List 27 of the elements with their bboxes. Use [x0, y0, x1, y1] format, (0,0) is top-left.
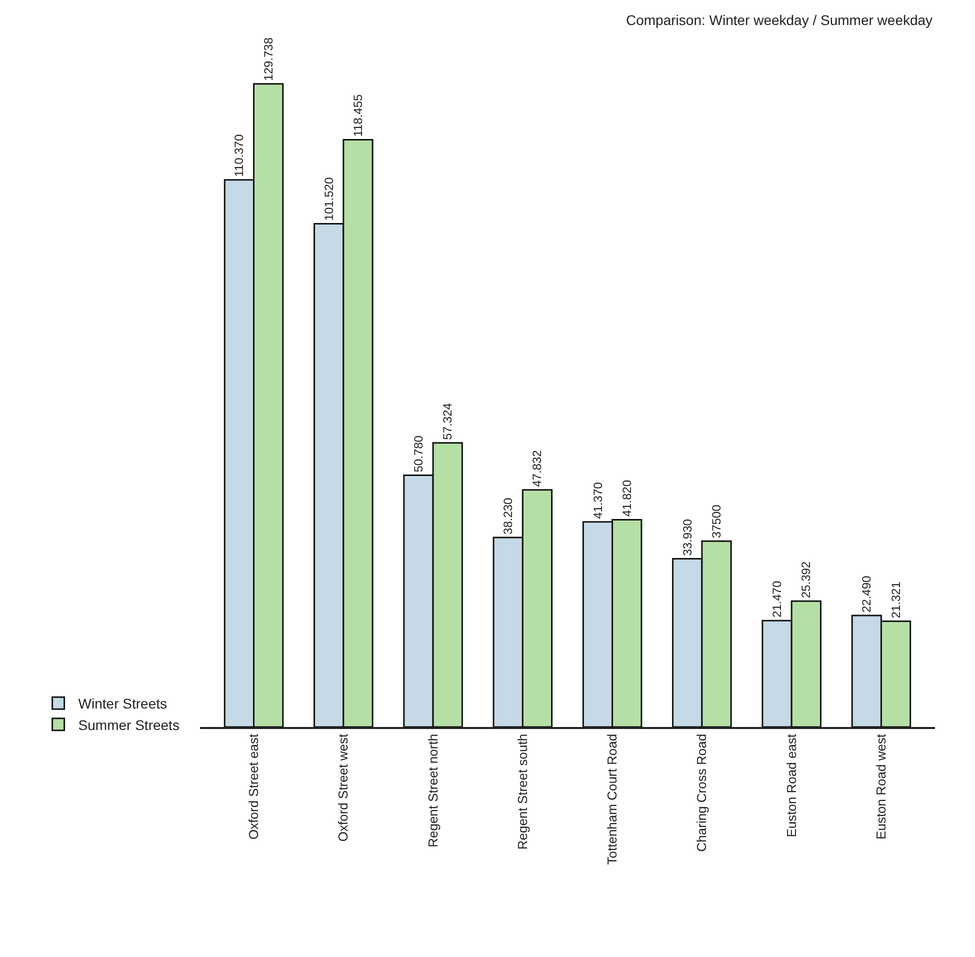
data-label: 33.930 [680, 518, 694, 556]
data-label: 41.820 [620, 480, 634, 517]
data-label: 21.321 [888, 581, 903, 618]
legend-label: Winter Streets [78, 696, 168, 712]
x-tick-label: Regent Street north [425, 734, 440, 848]
x-tick-label: Euston Road west [873, 734, 888, 840]
data-label: 37500 [710, 504, 724, 538]
data-label: 50.780 [411, 435, 426, 472]
data-label: 22.490 [860, 575, 874, 613]
x-tick-label: Charing Cross Road [694, 734, 710, 852]
x-tick-label: Oxford Street west [336, 734, 351, 842]
data-label: 41.370 [590, 482, 605, 519]
data-label: 118.455 [350, 94, 365, 137]
data-label: 129.738 [261, 37, 276, 81]
data-label: 47.832 [530, 450, 544, 487]
chart-title: Comparison: Winter weekday / Summer weekday [626, 12, 933, 28]
data-label: 101.520 [322, 177, 336, 221]
x-tick-label: Tottenham Court Road [604, 734, 620, 865]
data-label: 25.392 [799, 561, 814, 598]
x-tick-label: Oxford Street east [246, 734, 262, 840]
x-tick-label: Regent Street south [514, 734, 530, 850]
x-tick-label: Euston Road east [784, 734, 799, 838]
data-label: 110.370 [232, 134, 246, 177]
data-label: 57.324 [440, 402, 455, 440]
legend-label: Summer Streets [78, 716, 180, 733]
data-label: 21.470 [770, 580, 784, 618]
data-label: 38.230 [501, 497, 516, 534]
